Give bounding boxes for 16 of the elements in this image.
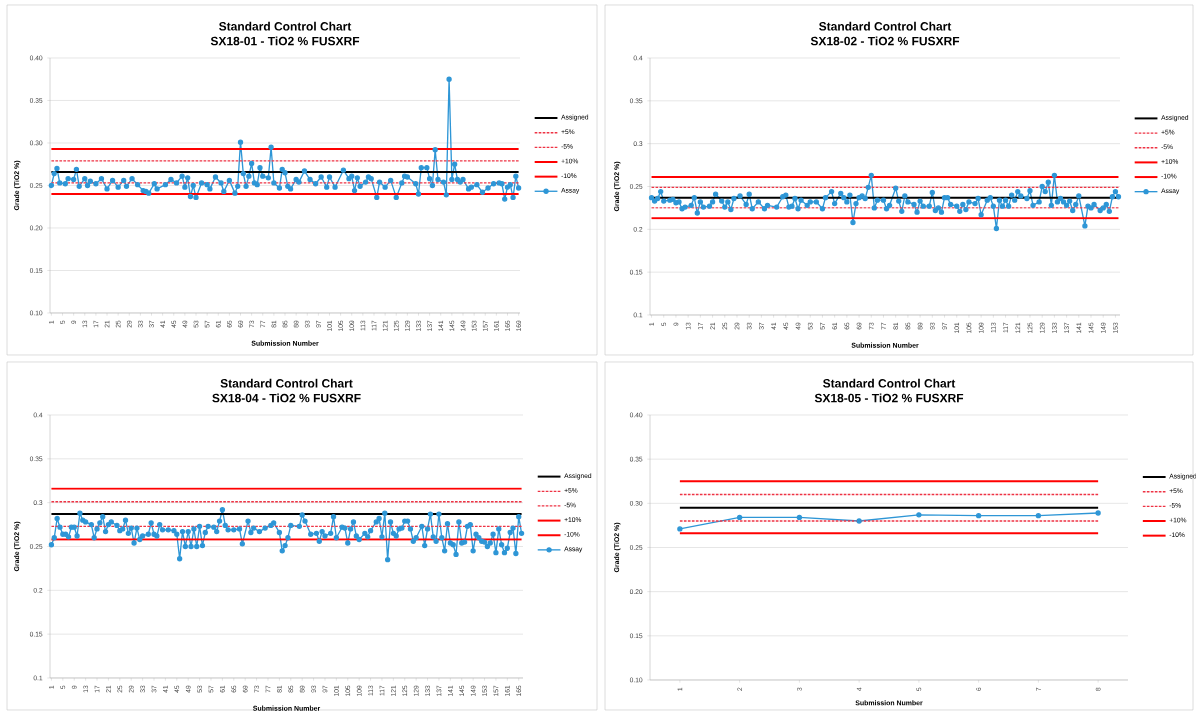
chart-subtitle: SX18-04 - TiO2 % FUSXRF bbox=[212, 393, 361, 403]
chart-title: Standard Control Chart bbox=[823, 378, 956, 388]
point bbox=[856, 518, 862, 524]
point bbox=[796, 514, 803, 521]
point bbox=[1035, 513, 1042, 519]
point bbox=[916, 512, 922, 518]
chart-title: Standard Control Chart bbox=[219, 21, 352, 31]
point bbox=[736, 514, 743, 521]
point bbox=[1095, 510, 1101, 516]
chart-title: Standard Control Chart bbox=[220, 378, 353, 388]
chart-subtitle: SX18-02 - TiO2 % FUSXRF bbox=[810, 36, 960, 46]
point bbox=[677, 526, 683, 532]
chart-subtitle: SX18-05 - TiO2 % FUSXRF bbox=[814, 393, 964, 403]
chart-title: Standard Control Chart bbox=[819, 21, 952, 31]
point bbox=[975, 513, 982, 519]
chart-subtitle: SX18-01 - TiO2 % FUSXRF bbox=[210, 36, 360, 46]
